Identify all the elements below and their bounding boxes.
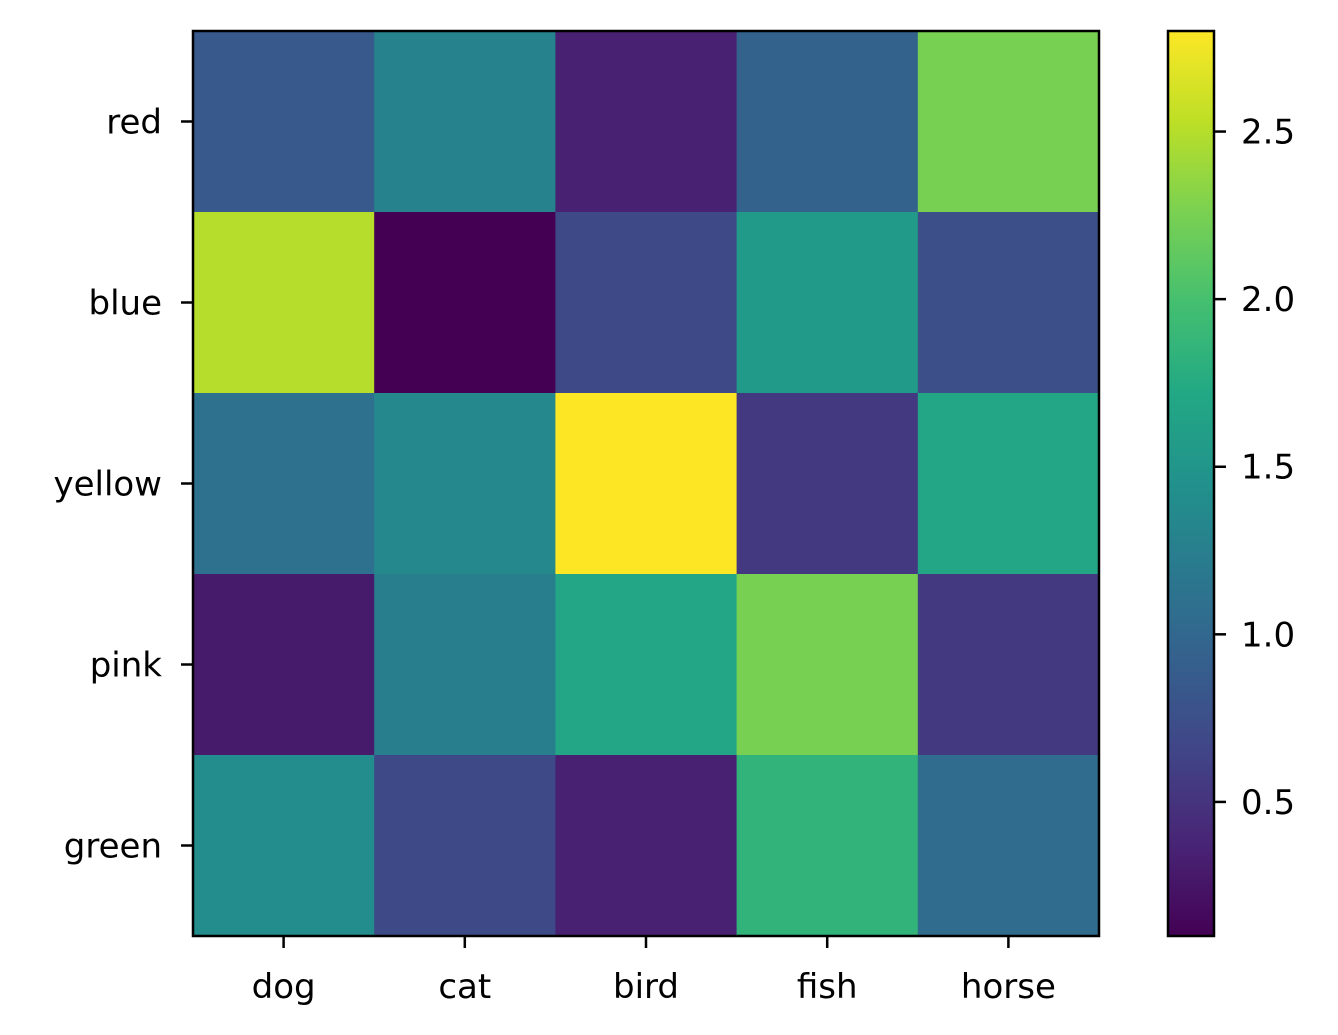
y-tick-label: blue bbox=[89, 284, 163, 324]
y-tick-label: green bbox=[64, 827, 162, 867]
heatmap-cell bbox=[555, 755, 738, 937]
heatmap-cell bbox=[374, 755, 556, 937]
heatmap-cell bbox=[374, 574, 556, 756]
heatmap-cell bbox=[374, 212, 556, 394]
y-tick-label: yellow bbox=[53, 465, 162, 505]
heatmap-cell bbox=[374, 393, 556, 575]
heatmap-cell bbox=[736, 212, 919, 394]
heatmap-cell bbox=[917, 393, 1100, 575]
heatmap-cell bbox=[917, 212, 1100, 394]
heatmap-cell bbox=[555, 212, 738, 394]
heatmap-cell bbox=[193, 755, 375, 937]
x-tick-label: horse bbox=[961, 967, 1056, 1007]
heatmap-cell bbox=[555, 31, 738, 213]
x-axis: dog cat bird fish horse bbox=[252, 936, 1056, 1007]
heatmap-cell bbox=[917, 755, 1100, 937]
heatmap-cell bbox=[917, 574, 1100, 756]
heatmap-cell bbox=[736, 31, 919, 213]
heatmap-cell bbox=[193, 574, 375, 756]
x-tick-label: cat bbox=[438, 967, 491, 1007]
colorbar bbox=[1168, 31, 1214, 936]
colorbar-tick-label: 1.0 bbox=[1241, 615, 1295, 655]
heatmap-cell bbox=[736, 393, 919, 575]
heatmap-cell bbox=[917, 31, 1100, 213]
colorbar-tick-label: 0.5 bbox=[1241, 783, 1295, 823]
colorbar-axis: 0.5 1.0 1.5 2.0 2.5 bbox=[1214, 113, 1295, 823]
heatmap-cell bbox=[193, 212, 375, 394]
heatmap-cell bbox=[736, 755, 919, 937]
colorbar-tick-label: 2.0 bbox=[1241, 280, 1295, 320]
heatmap-cell bbox=[374, 31, 556, 213]
colorbar-frame bbox=[1166, 29, 1216, 938]
heatmap-cell bbox=[736, 574, 919, 756]
x-tick-label: fish bbox=[797, 967, 858, 1007]
heatmap-cell bbox=[555, 574, 738, 756]
colorbar-tick-label: 2.5 bbox=[1241, 113, 1295, 153]
heatmap-cells bbox=[193, 31, 1100, 937]
y-tick-label: pink bbox=[90, 646, 163, 686]
colorbar-tick-label: 1.5 bbox=[1241, 448, 1295, 488]
y-tick-label: red bbox=[106, 103, 162, 143]
heatmap-cell bbox=[193, 393, 375, 575]
y-axis: red blue yellow pink green bbox=[53, 103, 193, 867]
x-tick-label: bird bbox=[613, 967, 679, 1007]
x-tick-label: dog bbox=[252, 967, 316, 1007]
heatmap-cell bbox=[193, 31, 375, 213]
heatmap-cell bbox=[555, 393, 738, 575]
